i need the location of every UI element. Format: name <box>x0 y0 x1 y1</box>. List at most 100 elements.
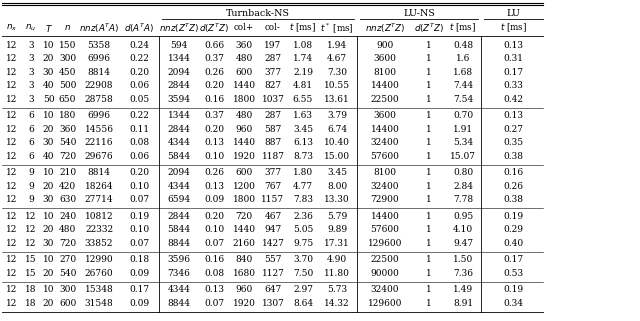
Text: 22500: 22500 <box>371 95 399 104</box>
Text: 2844: 2844 <box>168 82 191 91</box>
Text: 377: 377 <box>264 169 282 178</box>
Text: 0.26: 0.26 <box>204 68 224 77</box>
Text: 5.05: 5.05 <box>293 225 313 234</box>
Text: 1920: 1920 <box>232 299 255 308</box>
Text: 1.63: 1.63 <box>293 111 313 120</box>
Text: 0.13: 0.13 <box>204 138 224 147</box>
Text: 0.33: 0.33 <box>504 82 524 91</box>
Text: 0.35: 0.35 <box>504 138 524 147</box>
Text: 28758: 28758 <box>84 95 113 104</box>
Text: 20: 20 <box>43 182 54 191</box>
Text: 6996: 6996 <box>88 111 111 120</box>
Text: 22500: 22500 <box>371 256 399 265</box>
Text: 0.13: 0.13 <box>204 285 224 294</box>
Text: 300: 300 <box>59 55 76 64</box>
Text: 1.6: 1.6 <box>456 55 470 64</box>
Text: 1: 1 <box>426 269 432 278</box>
Text: 10812: 10812 <box>84 212 113 221</box>
Text: 1: 1 <box>426 152 432 161</box>
Text: 540: 540 <box>59 138 76 147</box>
Text: 12: 12 <box>6 152 18 161</box>
Text: 0.53: 0.53 <box>504 269 524 278</box>
Text: 0.31: 0.31 <box>504 55 524 64</box>
Text: 72900: 72900 <box>371 195 399 204</box>
Text: 0.34: 0.34 <box>504 299 524 308</box>
Text: 180: 180 <box>59 111 76 120</box>
Text: 1: 1 <box>426 182 432 191</box>
Text: $d(A^TA)$: $d(A^TA)$ <box>124 21 154 35</box>
Text: 947: 947 <box>264 225 282 234</box>
Text: 3.70: 3.70 <box>293 256 313 265</box>
Text: 0.17: 0.17 <box>504 256 524 265</box>
Text: 1920: 1920 <box>232 152 255 161</box>
Text: 500: 500 <box>59 82 76 91</box>
Text: 1187: 1187 <box>262 152 285 161</box>
Text: 3: 3 <box>28 55 34 64</box>
Text: 767: 767 <box>264 182 282 191</box>
Text: 0.10: 0.10 <box>129 182 149 191</box>
Text: 7346: 7346 <box>168 269 191 278</box>
Text: 40: 40 <box>43 82 54 91</box>
Text: 420: 420 <box>59 182 76 191</box>
Text: 1: 1 <box>426 256 432 265</box>
Text: 18: 18 <box>25 299 36 308</box>
Text: 3600: 3600 <box>374 55 396 64</box>
Text: 8844: 8844 <box>168 299 191 308</box>
Text: 450: 450 <box>59 68 76 77</box>
Text: 57600: 57600 <box>371 225 399 234</box>
Text: 5.34: 5.34 <box>453 138 473 147</box>
Text: 1427: 1427 <box>262 239 284 248</box>
Text: 0.66: 0.66 <box>204 41 224 50</box>
Text: $n_x$: $n_x$ <box>6 23 18 33</box>
Text: 8814: 8814 <box>88 169 111 178</box>
Text: 0.26: 0.26 <box>504 182 524 191</box>
Text: 647: 647 <box>264 285 282 294</box>
Text: 57600: 57600 <box>371 152 399 161</box>
Text: 10.40: 10.40 <box>324 138 350 147</box>
Text: LU-NS: LU-NS <box>403 8 435 18</box>
Text: 0.37: 0.37 <box>204 55 224 64</box>
Text: 9: 9 <box>28 182 34 191</box>
Text: Turnback-NS: Turnback-NS <box>226 8 290 18</box>
Text: 17.31: 17.31 <box>324 239 350 248</box>
Text: 14400: 14400 <box>371 212 399 221</box>
Text: 8.91: 8.91 <box>453 299 473 308</box>
Text: 12: 12 <box>6 285 18 294</box>
Text: 10: 10 <box>43 169 54 178</box>
Text: 40: 40 <box>43 152 54 161</box>
Text: 8814: 8814 <box>88 68 111 77</box>
Text: 0.38: 0.38 <box>504 195 524 204</box>
Text: 12: 12 <box>6 225 18 234</box>
Text: 3: 3 <box>28 41 34 50</box>
Text: 12: 12 <box>6 95 18 104</box>
Text: 1440: 1440 <box>232 138 255 147</box>
Text: 150: 150 <box>59 41 76 50</box>
Text: 0.37: 0.37 <box>204 111 224 120</box>
Text: 12: 12 <box>6 111 18 120</box>
Text: 4.67: 4.67 <box>327 55 347 64</box>
Text: 0.17: 0.17 <box>504 68 524 77</box>
Text: 2.97: 2.97 <box>293 285 313 294</box>
Text: 1: 1 <box>426 195 432 204</box>
Text: 12: 12 <box>6 68 18 77</box>
Text: $nnz(Z^TZ)$: $nnz(Z^TZ)$ <box>365 21 405 35</box>
Text: 0.13: 0.13 <box>504 111 524 120</box>
Text: 3.45: 3.45 <box>327 169 347 178</box>
Text: $n$: $n$ <box>64 23 71 32</box>
Text: $n_u$: $n_u$ <box>26 23 36 33</box>
Text: 2.84: 2.84 <box>453 182 473 191</box>
Text: 0.07: 0.07 <box>129 195 149 204</box>
Text: 1157: 1157 <box>261 195 285 204</box>
Text: 0.10: 0.10 <box>204 152 224 161</box>
Text: 6.74: 6.74 <box>327 125 347 134</box>
Text: 6: 6 <box>28 152 34 161</box>
Text: 0.20: 0.20 <box>129 169 149 178</box>
Text: 5.73: 5.73 <box>327 285 347 294</box>
Text: $nnz(Z^TZ)$: $nnz(Z^TZ)$ <box>159 21 199 35</box>
Text: 1.74: 1.74 <box>293 55 313 64</box>
Text: 650: 650 <box>59 95 76 104</box>
Text: 2160: 2160 <box>232 239 255 248</box>
Text: 3.79: 3.79 <box>327 111 347 120</box>
Text: 7.36: 7.36 <box>453 269 473 278</box>
Text: 20: 20 <box>43 269 54 278</box>
